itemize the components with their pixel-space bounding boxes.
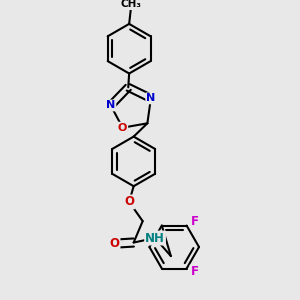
Text: O: O [110, 237, 119, 250]
Text: O: O [124, 196, 134, 208]
Text: NH: NH [145, 232, 165, 244]
Text: F: F [190, 214, 199, 228]
Text: F: F [190, 266, 199, 278]
Text: O: O [118, 123, 127, 133]
Text: CH₃: CH₃ [121, 0, 142, 9]
Text: N: N [106, 100, 116, 110]
Text: N: N [146, 93, 155, 103]
